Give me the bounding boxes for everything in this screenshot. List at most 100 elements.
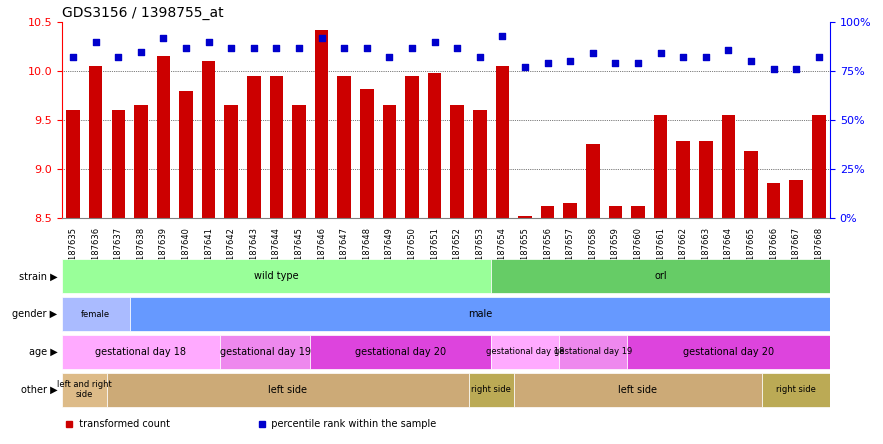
- Bar: [428, 73, 442, 218]
- Bar: [134, 105, 147, 218]
- Point: [698, 54, 713, 61]
- Bar: [563, 203, 577, 218]
- Text: strain ▶: strain ▶: [19, 271, 57, 281]
- Point: [359, 44, 374, 51]
- Bar: [337, 76, 351, 218]
- Bar: [66, 110, 79, 218]
- Text: transformed count: transformed count: [73, 419, 170, 429]
- Text: orl: orl: [654, 271, 667, 281]
- FancyBboxPatch shape: [559, 335, 627, 369]
- Text: right side: right side: [472, 385, 511, 394]
- FancyBboxPatch shape: [310, 335, 491, 369]
- Bar: [631, 206, 645, 218]
- FancyBboxPatch shape: [62, 259, 491, 293]
- Text: gestational day 20: gestational day 20: [683, 347, 774, 357]
- Point: [111, 54, 125, 61]
- Point: [472, 54, 487, 61]
- FancyBboxPatch shape: [62, 335, 220, 369]
- Bar: [608, 206, 623, 218]
- Point: [179, 44, 193, 51]
- Bar: [586, 144, 600, 218]
- FancyBboxPatch shape: [62, 297, 130, 331]
- Bar: [247, 76, 260, 218]
- Point: [563, 58, 577, 65]
- Bar: [269, 76, 283, 218]
- FancyBboxPatch shape: [491, 259, 830, 293]
- Point: [585, 50, 600, 57]
- Text: percentile rank within the sample: percentile rank within the sample: [266, 419, 436, 429]
- Point: [201, 38, 215, 45]
- Bar: [202, 61, 215, 218]
- FancyBboxPatch shape: [62, 373, 107, 407]
- Bar: [382, 105, 396, 218]
- Text: other ▶: other ▶: [21, 385, 57, 395]
- Point: [789, 66, 804, 73]
- Bar: [360, 89, 374, 218]
- Point: [156, 34, 170, 41]
- Bar: [676, 141, 690, 218]
- Point: [518, 63, 532, 71]
- Bar: [111, 110, 125, 218]
- Bar: [224, 105, 238, 218]
- Bar: [721, 115, 736, 218]
- Bar: [744, 151, 758, 218]
- Bar: [812, 115, 826, 218]
- Text: left side: left side: [268, 385, 307, 395]
- Bar: [653, 115, 668, 218]
- FancyBboxPatch shape: [469, 373, 514, 407]
- Point: [721, 46, 736, 53]
- Text: female: female: [81, 309, 110, 319]
- Text: male: male: [468, 309, 492, 319]
- Point: [495, 32, 509, 40]
- Text: wild type: wild type: [254, 271, 298, 281]
- Bar: [292, 105, 306, 218]
- Text: gestational day 19: gestational day 19: [554, 347, 632, 357]
- FancyBboxPatch shape: [514, 373, 762, 407]
- Point: [337, 44, 351, 51]
- Text: left side: left side: [618, 385, 658, 395]
- Bar: [315, 30, 328, 218]
- Point: [314, 34, 328, 41]
- Text: gestational day 19: gestational day 19: [220, 347, 311, 357]
- Bar: [89, 66, 102, 218]
- Point: [66, 54, 80, 61]
- Bar: [473, 110, 487, 218]
- Point: [811, 54, 826, 61]
- Text: right side: right side: [776, 385, 816, 394]
- Bar: [766, 183, 781, 218]
- FancyBboxPatch shape: [130, 297, 830, 331]
- Bar: [699, 141, 713, 218]
- Point: [134, 48, 148, 55]
- Point: [743, 58, 758, 65]
- Bar: [179, 91, 192, 218]
- Point: [88, 38, 102, 45]
- Point: [247, 44, 261, 51]
- Bar: [518, 216, 532, 218]
- Point: [427, 38, 442, 45]
- Point: [608, 59, 623, 67]
- Bar: [156, 56, 170, 218]
- Point: [269, 44, 283, 51]
- Point: [766, 66, 781, 73]
- Point: [405, 44, 419, 51]
- Point: [382, 54, 396, 61]
- Text: age ▶: age ▶: [28, 347, 57, 357]
- Text: gestational day 20: gestational day 20: [355, 347, 446, 357]
- Bar: [495, 66, 509, 218]
- Point: [676, 54, 691, 61]
- Bar: [789, 180, 803, 218]
- Text: left and right
side: left and right side: [57, 380, 112, 399]
- Point: [653, 50, 668, 57]
- Point: [450, 44, 464, 51]
- Bar: [450, 105, 464, 218]
- Bar: [405, 76, 419, 218]
- FancyBboxPatch shape: [107, 373, 469, 407]
- Bar: [540, 206, 555, 218]
- Text: gestational day 18: gestational day 18: [95, 347, 186, 357]
- Text: gender ▶: gender ▶: [12, 309, 57, 319]
- Point: [224, 44, 238, 51]
- Point: [630, 59, 645, 67]
- Point: [292, 44, 306, 51]
- FancyBboxPatch shape: [220, 335, 310, 369]
- Text: gestational day 18: gestational day 18: [486, 347, 564, 357]
